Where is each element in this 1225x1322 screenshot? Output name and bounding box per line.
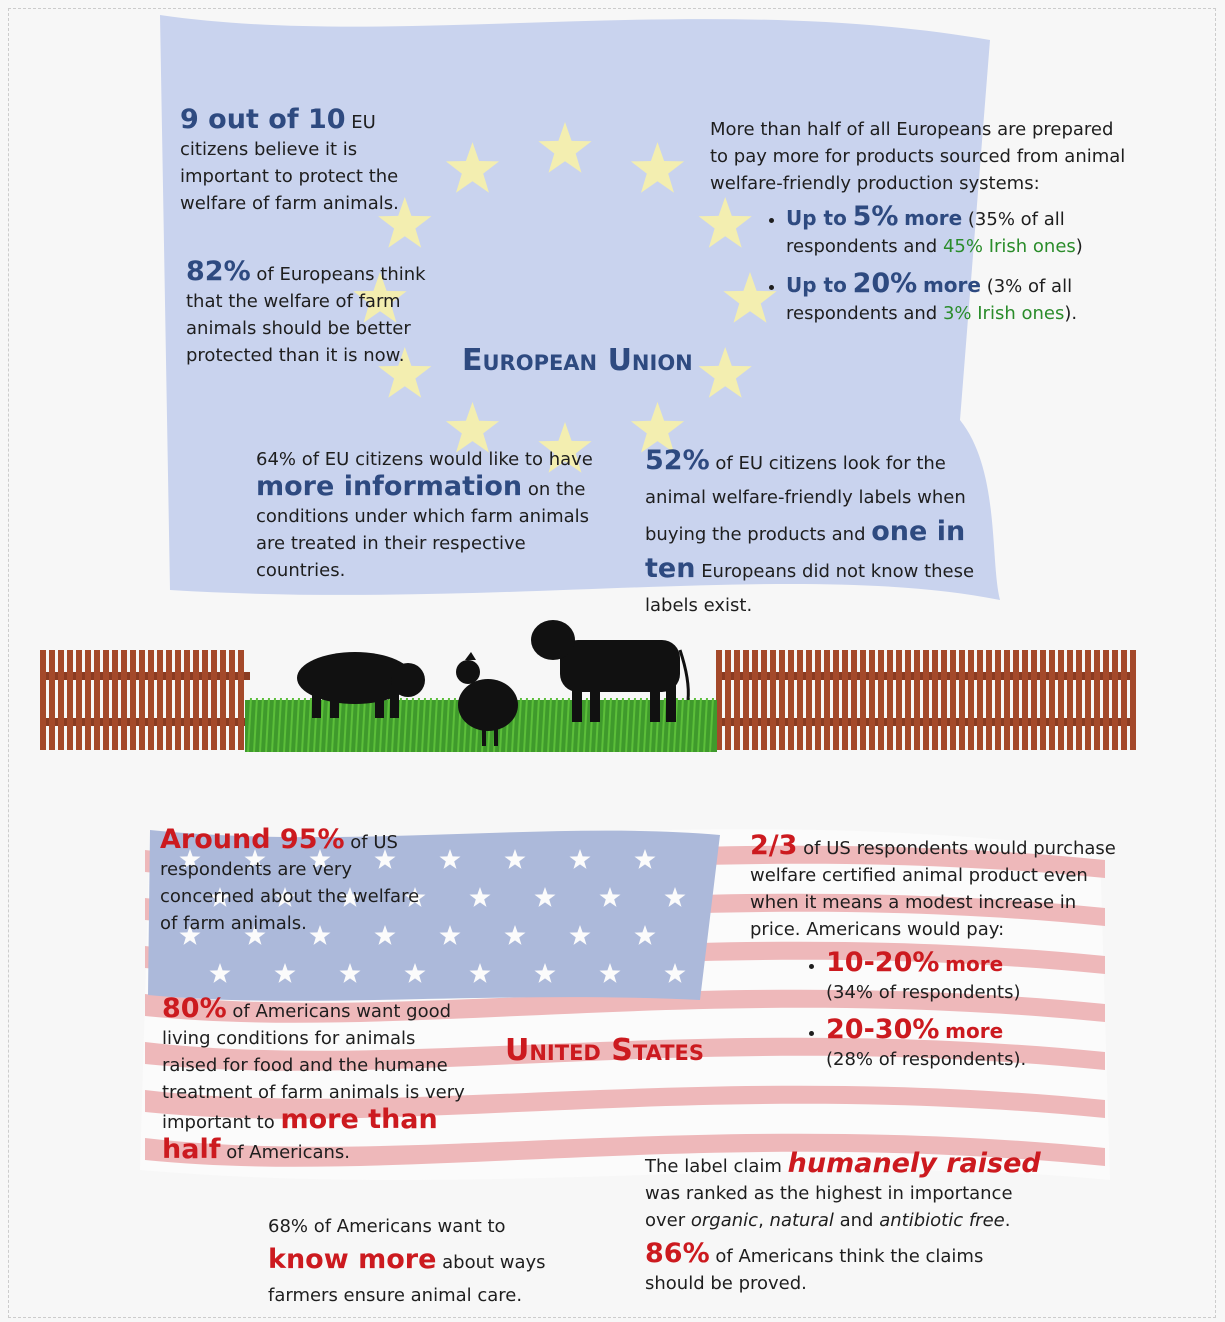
eu-stat-3: More than half of all Europeans are prep…	[710, 116, 1130, 337]
text: (3% of all respondents and	[786, 276, 1073, 324]
bullet: Up to 5% more (35% of all respondents an…	[786, 203, 1130, 260]
text: natural	[769, 1210, 834, 1231]
text: Up to	[786, 273, 847, 297]
text: of US respondents would purchase welfare…	[750, 838, 1116, 940]
text: (28% of respondents).	[826, 1049, 1027, 1070]
text: ).	[1064, 303, 1078, 324]
us-stat-5: The label claim humanely raised was rank…	[645, 1150, 1045, 1234]
highlight: 10-20%	[826, 947, 940, 978]
text: citizens believe it is important to prot…	[180, 139, 399, 214]
text: organic	[690, 1210, 759, 1231]
text: of US respondents are very concerned abo…	[160, 832, 420, 934]
us-stat-6: 86% of Americans think the claims should…	[645, 1240, 1045, 1297]
highlight: more than half	[162, 1104, 438, 1165]
text: .	[1004, 1210, 1011, 1231]
us-stat-4: 2/3 of US respondents would purchase wel…	[750, 832, 1130, 1083]
highlight: 20-30%	[826, 1014, 940, 1045]
text: Europeans did not know these labels exis…	[645, 561, 975, 616]
text: More than half of all Europeans are prep…	[710, 119, 1126, 194]
text: Up to	[786, 206, 847, 230]
us-stat-1: Around 95% of US respondents are very co…	[160, 826, 420, 937]
highlight: Around 95%	[160, 824, 345, 855]
text: about ways farmers ensure animal care.	[268, 1252, 546, 1306]
us-title: United States	[505, 1033, 705, 1068]
text: of Americans.	[226, 1142, 351, 1163]
highlight: 80%	[162, 993, 227, 1024]
eu-stat-5: 52% of EU citizens look for the animal w…	[645, 444, 1005, 623]
text: 68% of Americans want to	[268, 1216, 506, 1237]
highlight: humanely raised	[787, 1148, 1041, 1179]
text: was ranked as the highest in importance …	[645, 1183, 1013, 1231]
highlight: 52%	[645, 445, 710, 476]
text: 5%	[852, 201, 899, 232]
us-stat-3: 68% of Americans want to know more about…	[268, 1210, 578, 1312]
text: of EU citizens look for the animal welfa…	[645, 453, 966, 545]
eu-stars	[353, 122, 777, 473]
us-stat-2: 80% of Americans want good living condit…	[162, 995, 472, 1166]
text: of Europeans think that the welfare of f…	[186, 264, 426, 366]
text: on the conditions under which farm anima…	[256, 479, 590, 581]
text: 3% Irish ones	[942, 303, 1065, 324]
frame	[8, 8, 1216, 1318]
text: more	[904, 206, 963, 230]
text: )	[1075, 236, 1083, 257]
bullet: 20-30% more (28% of respondents).	[826, 1016, 1130, 1073]
text: (35% of all respondents and	[786, 209, 1065, 257]
text: more	[922, 273, 981, 297]
bullet: 10-20% more (34% of respondents)	[826, 949, 1130, 1006]
eu-stat-1: 9 out of 10 EU citizens believe it is im…	[180, 106, 440, 217]
eu-flag	[160, 15, 1000, 600]
text: and	[839, 1210, 874, 1231]
us-flag	[140, 829, 1110, 1180]
fence	[40, 650, 1136, 750]
text: (34% of respondents)	[826, 982, 1021, 1003]
highlight: 2/3	[750, 830, 798, 861]
text: The label claim	[645, 1156, 782, 1177]
text: more	[945, 952, 1004, 976]
text: 64% of EU citizens would like to have	[256, 449, 593, 470]
text: ,	[758, 1210, 764, 1231]
highlight: 9 out of 10	[180, 104, 346, 135]
highlight: 82%	[186, 256, 251, 287]
highlight: more information	[256, 471, 523, 502]
text: of Americans want good living conditions…	[162, 1001, 465, 1133]
highlight: one in ten	[645, 516, 966, 584]
eu-stat-2: 82% of Europeans think that the welfare …	[186, 258, 446, 369]
highlight: 86%	[645, 1238, 710, 1269]
text: EU	[351, 112, 376, 133]
highlight: know more	[268, 1244, 437, 1275]
bullet: Up to 20% more (3% of all respondents an…	[786, 270, 1130, 327]
animals	[297, 620, 690, 746]
text: 20%	[852, 268, 918, 299]
text: more	[945, 1019, 1004, 1043]
text: of Americans think the claims should be …	[645, 1246, 984, 1294]
eu-stat-4: 64% of EU citizens would like to have mo…	[256, 446, 606, 584]
text: 45% Irish ones	[942, 236, 1076, 257]
text: antibiotic free	[879, 1210, 1005, 1231]
eu-title: European Union	[462, 343, 693, 378]
